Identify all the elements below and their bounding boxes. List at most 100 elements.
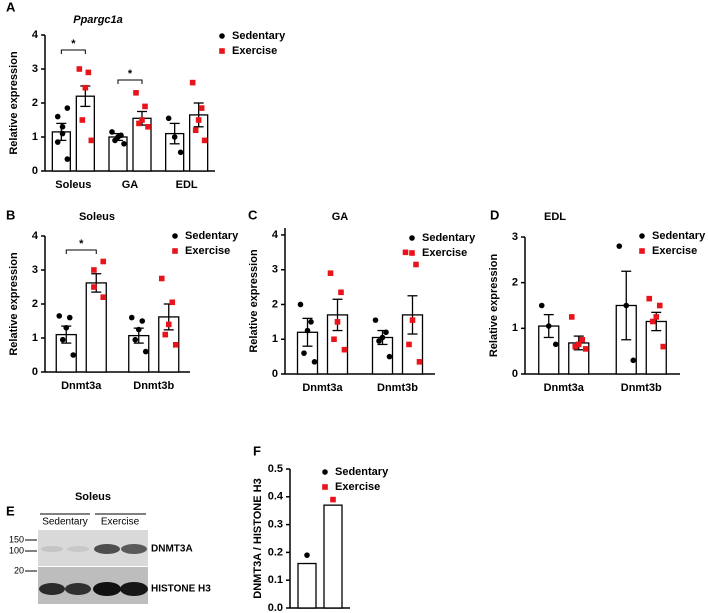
blot-band xyxy=(39,583,65,595)
data-point xyxy=(70,352,77,358)
blot-band xyxy=(41,546,63,552)
legend-label: Exercise xyxy=(335,481,380,493)
data-point xyxy=(145,124,151,130)
legend-label: Sedentary xyxy=(185,230,239,242)
x-tick-label: GA xyxy=(122,179,139,191)
legend-marker xyxy=(322,484,328,490)
data-point xyxy=(304,552,310,558)
x-tick-label: Dnmt3a xyxy=(302,382,343,394)
data-point xyxy=(308,319,314,325)
data-point xyxy=(136,120,142,127)
data-point xyxy=(162,331,169,338)
y-tick-label: 3 xyxy=(32,264,38,276)
data-point xyxy=(630,357,637,364)
significance-label: * xyxy=(128,68,133,80)
y-tick-label: 0 xyxy=(272,368,278,380)
data-point xyxy=(85,69,92,76)
y-tick-label: 2 xyxy=(512,277,518,289)
data-point xyxy=(623,302,630,309)
data-point xyxy=(572,343,579,350)
data-point xyxy=(201,137,208,144)
y-tick-label: 0 xyxy=(512,368,518,380)
legend-label: Sedentary xyxy=(422,232,476,244)
x-tick-label: Dnmt3a xyxy=(61,380,102,392)
data-point xyxy=(660,343,667,350)
x-tick-label: EDL xyxy=(176,179,198,191)
data-point xyxy=(198,105,205,111)
group-label: Sedentary xyxy=(42,517,88,528)
y-tick-label: 0.1 xyxy=(268,574,283,586)
data-point xyxy=(379,334,386,341)
data-point xyxy=(54,113,61,120)
y-tick-label: 1 xyxy=(512,322,518,334)
data-point xyxy=(165,321,172,328)
data-point xyxy=(653,314,660,320)
data-point xyxy=(545,323,552,329)
significance-label: * xyxy=(71,38,76,50)
significance-bracket xyxy=(65,249,97,254)
data-point xyxy=(158,275,165,282)
data-point xyxy=(121,141,127,147)
data-point xyxy=(91,284,97,290)
y-tick-label: 3 xyxy=(512,231,518,243)
legend-label: Sedentary xyxy=(335,466,389,478)
data-point xyxy=(132,336,139,343)
data-point xyxy=(582,346,589,352)
panel-letter: C xyxy=(248,207,258,222)
data-point xyxy=(616,243,623,249)
data-point xyxy=(538,302,545,309)
x-tick-label: Dnmt3b xyxy=(621,382,662,394)
y-tick-label: 0.3 xyxy=(268,519,283,531)
blot-band xyxy=(121,544,147,554)
data-point xyxy=(165,115,172,122)
data-point xyxy=(56,313,63,319)
data-point xyxy=(195,117,202,123)
chart-title: Soleus xyxy=(79,211,115,223)
y-axis-label: DNMT3A / HISTONE H3 xyxy=(252,478,264,598)
y-tick-label: 3 xyxy=(32,63,38,75)
y-axis-label: Relative expression xyxy=(8,51,20,155)
data-point xyxy=(171,134,178,140)
legend-marker xyxy=(219,48,225,54)
data-point xyxy=(386,353,393,360)
chart-title: EDL xyxy=(544,211,566,223)
x-tick-label: Soleus xyxy=(55,179,91,191)
legend-marker xyxy=(639,248,645,254)
error-bar xyxy=(407,295,418,335)
legend-label: Exercise xyxy=(232,45,277,57)
data-point xyxy=(402,249,409,256)
data-point xyxy=(301,350,307,356)
error-bar xyxy=(193,102,204,128)
y-tick-label: 2 xyxy=(272,298,278,310)
error-bar xyxy=(332,298,343,332)
y-axis-label: Relative expression xyxy=(248,249,260,353)
band-label: HISTONE H3 xyxy=(151,584,211,595)
legend-marker xyxy=(639,233,645,239)
panel-letter: F xyxy=(253,443,261,458)
y-tick-label: 3 xyxy=(272,264,278,276)
data-point xyxy=(372,317,379,323)
legend-marker xyxy=(409,235,415,241)
data-point xyxy=(59,124,66,130)
data-point xyxy=(575,341,582,348)
blot-title: Soleus xyxy=(75,491,111,503)
data-point xyxy=(139,117,145,123)
data-point xyxy=(82,84,89,91)
data-point xyxy=(383,329,389,336)
data-point xyxy=(327,270,334,276)
legend-marker xyxy=(172,233,178,239)
y-tick-label: 1 xyxy=(32,332,38,344)
y-tick-label: 0.2 xyxy=(268,546,283,558)
data-point xyxy=(79,117,86,123)
y-tick-label: 1 xyxy=(32,131,38,143)
significance-label: * xyxy=(79,238,84,250)
data-point xyxy=(54,139,61,145)
data-point xyxy=(118,132,124,139)
data-point xyxy=(139,318,146,324)
data-point xyxy=(579,336,586,343)
chart-title: GA xyxy=(332,211,349,223)
y-tick-label: 1 xyxy=(272,333,278,345)
y-tick-label: 4 xyxy=(32,29,39,41)
legend-marker xyxy=(409,250,415,256)
data-point xyxy=(169,299,176,306)
